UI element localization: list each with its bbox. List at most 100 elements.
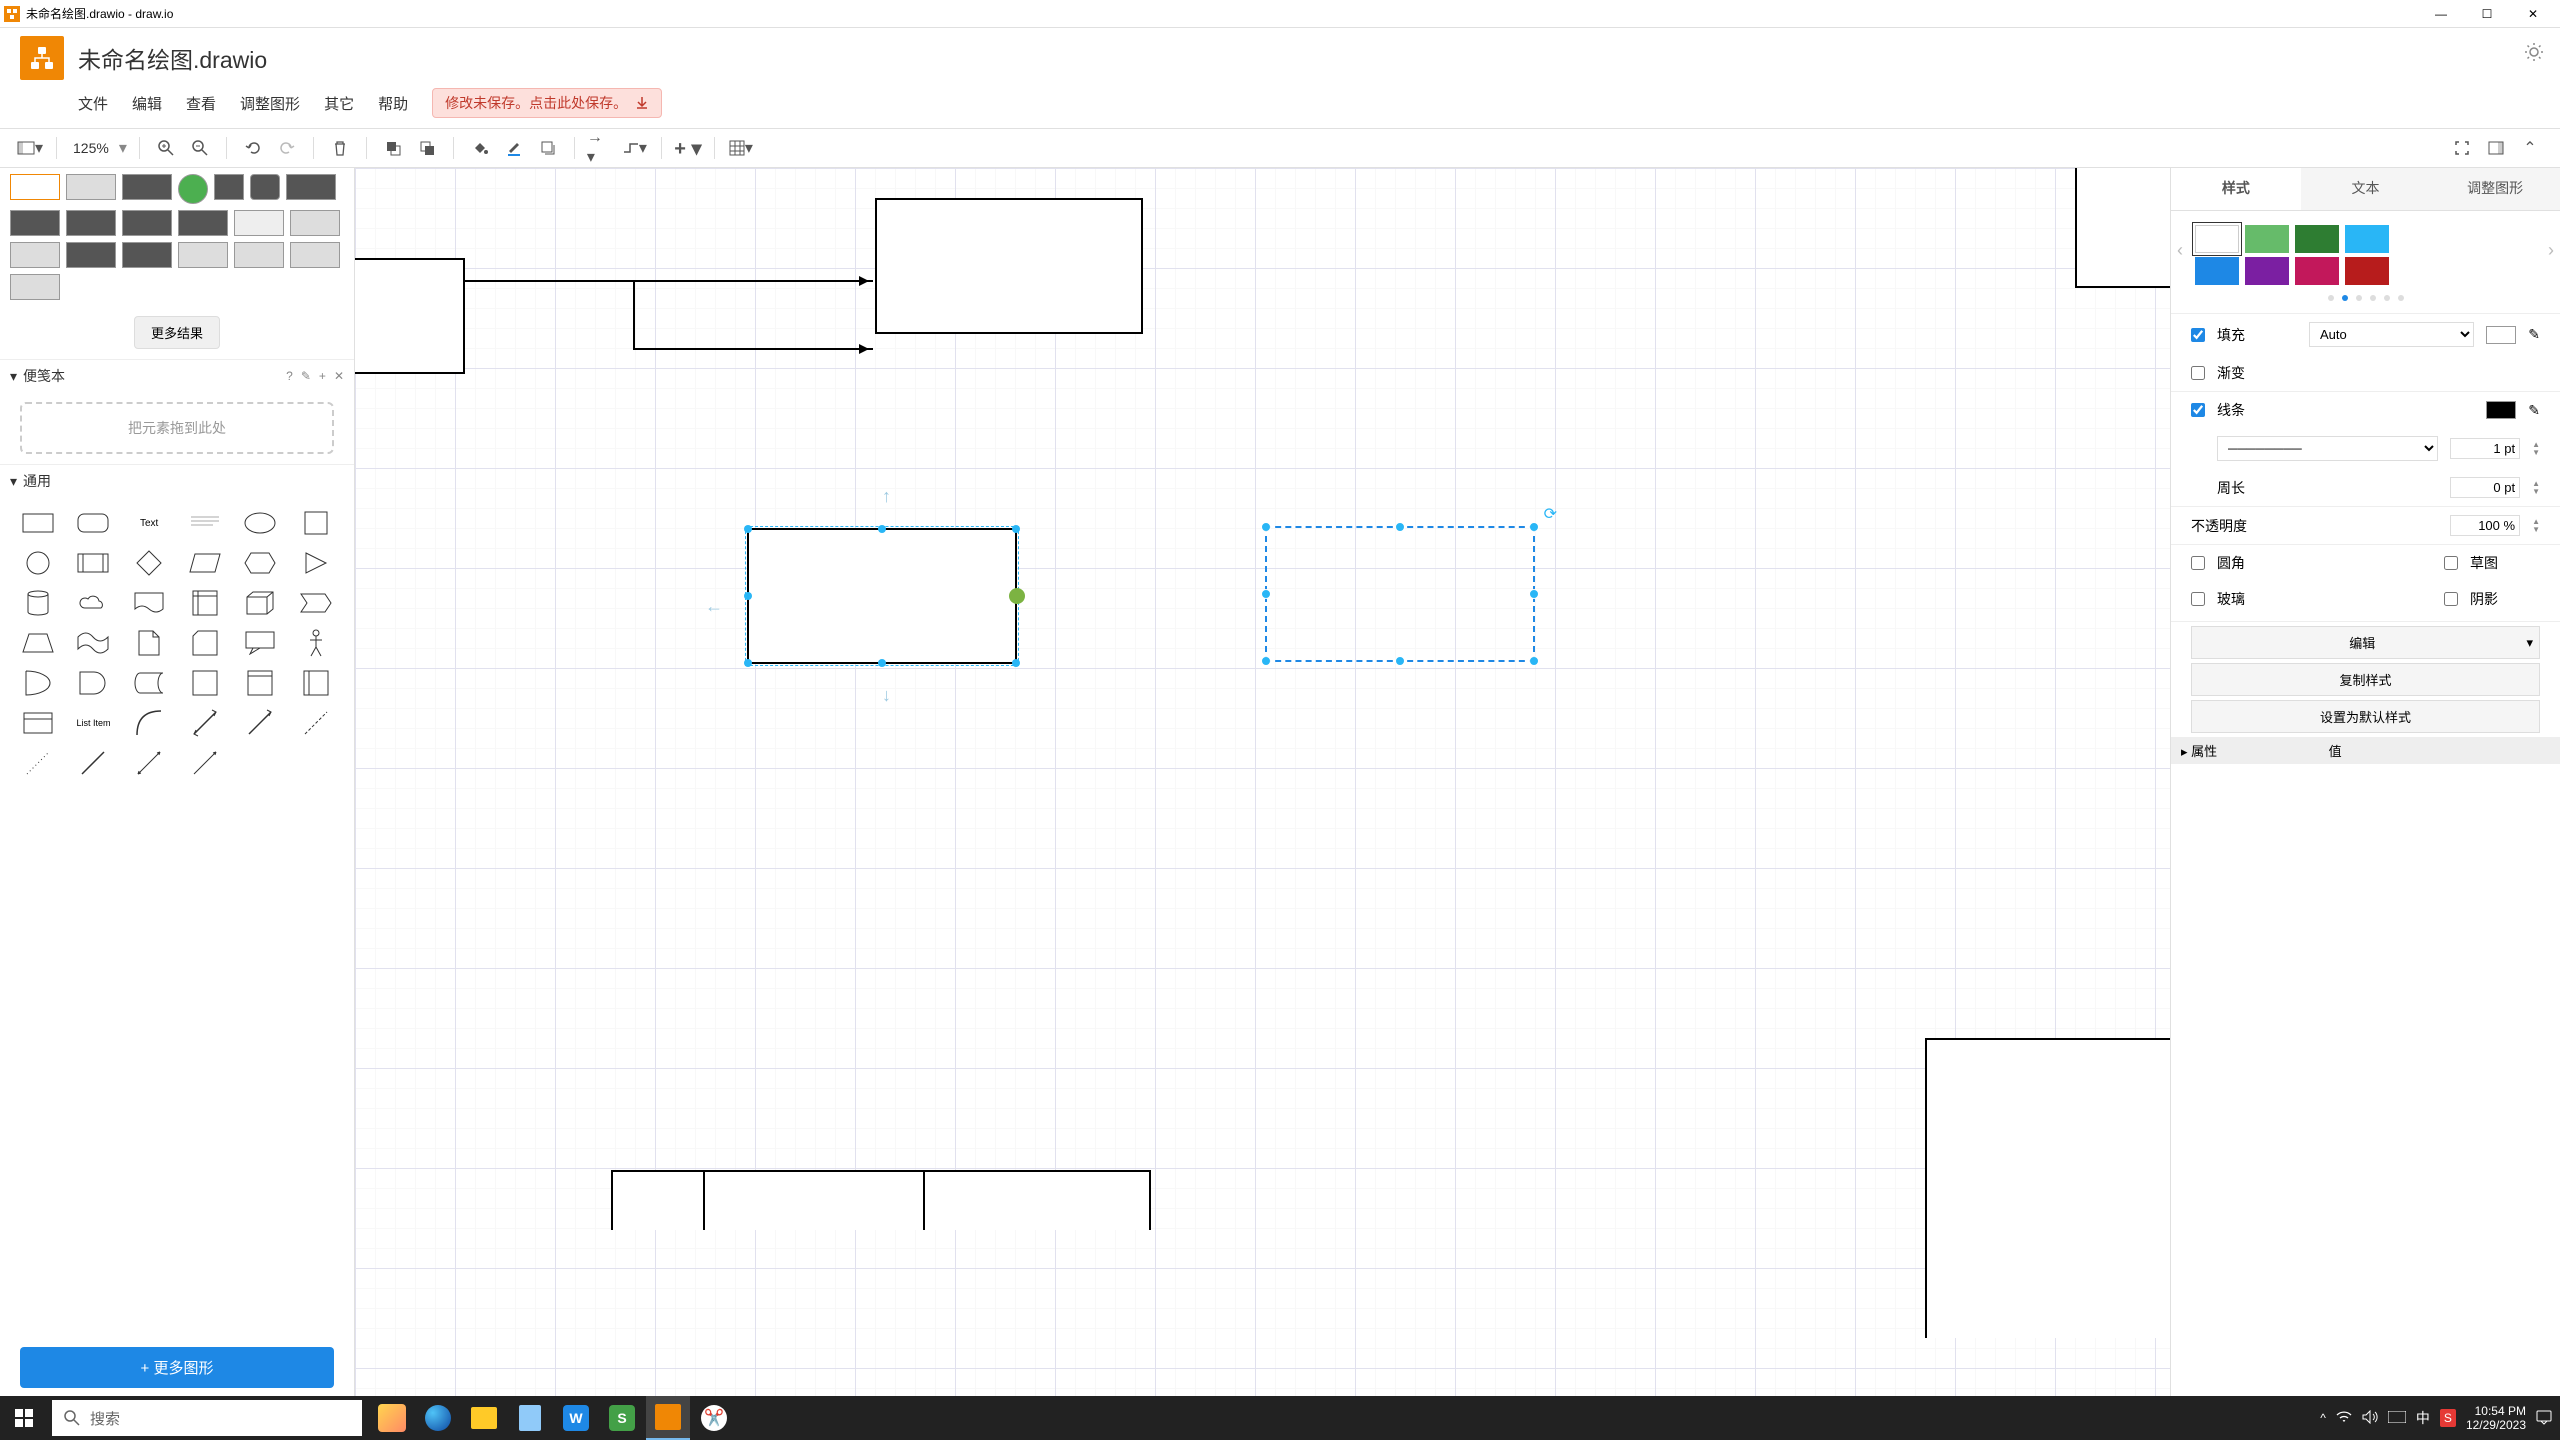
taskbar-search[interactable]: 搜索 bbox=[52, 1400, 362, 1436]
table-button[interactable]: ▾ bbox=[727, 134, 755, 162]
shape-dir-thin[interactable] bbox=[179, 745, 231, 781]
shadow-button[interactable] bbox=[534, 134, 562, 162]
color-swatch[interactable] bbox=[2345, 257, 2389, 285]
shape-thumb[interactable] bbox=[66, 174, 116, 200]
shape-callout[interactable] bbox=[235, 625, 287, 661]
shape-thumb[interactable] bbox=[122, 242, 172, 268]
delete-button[interactable] bbox=[326, 134, 354, 162]
scratchpad-header[interactable]: ▾便笺本 ? ✎ + ✕ bbox=[0, 359, 354, 392]
color-swatch[interactable] bbox=[2195, 225, 2239, 253]
zoom-value[interactable]: 125% bbox=[69, 140, 113, 156]
shape-thumb[interactable] bbox=[66, 210, 116, 236]
shape-parallelogram[interactable] bbox=[179, 545, 231, 581]
shape-dashed-line[interactable] bbox=[290, 705, 342, 741]
shape-hexagon[interactable] bbox=[235, 545, 287, 581]
tray-notifications-icon[interactable] bbox=[2536, 1409, 2552, 1428]
start-button[interactable] bbox=[0, 1396, 48, 1440]
menu-extras[interactable]: 其它 bbox=[324, 93, 354, 114]
shape-trapezoid[interactable] bbox=[12, 625, 64, 661]
stepper-down[interactable]: ▼ bbox=[2532, 449, 2540, 457]
tab-style[interactable]: 样式 bbox=[2171, 168, 2301, 210]
shape-thumb[interactable] bbox=[10, 274, 60, 300]
shape-circle[interactable] bbox=[12, 545, 64, 581]
undo-button[interactable] bbox=[239, 134, 267, 162]
shape-textbox[interactable] bbox=[179, 505, 231, 541]
set-default-button[interactable]: 设置为默认样式 bbox=[2191, 700, 2540, 733]
menu-edit[interactable]: 编辑 bbox=[132, 93, 162, 114]
tray-keyboard-icon[interactable] bbox=[2388, 1411, 2406, 1426]
canvas-shape-left[interactable] bbox=[355, 258, 465, 374]
tray-ime[interactable]: 中 bbox=[2416, 1408, 2430, 1428]
taskbar-clock[interactable]: 10:54 PM 12/29/2023 bbox=[2466, 1404, 2526, 1433]
shape-thumb[interactable] bbox=[286, 174, 336, 200]
properties-header[interactable]: ▸ 属性 值 bbox=[2171, 737, 2560, 764]
theme-toggle-icon[interactable] bbox=[2524, 42, 2544, 67]
minimize-button[interactable]: — bbox=[2418, 0, 2464, 28]
fill-checkbox[interactable] bbox=[2191, 328, 2205, 342]
menu-file[interactable]: 文件 bbox=[78, 93, 108, 114]
taskbar-wps-s[interactable]: S bbox=[600, 1396, 644, 1440]
rotate-handle-icon[interactable]: ⟳ bbox=[1544, 504, 1557, 524]
shape-cloud[interactable] bbox=[68, 585, 120, 621]
shape-note[interactable] bbox=[123, 625, 175, 661]
direction-arrow-left-icon[interactable]: ← bbox=[705, 596, 723, 617]
zoom-out-button[interactable] bbox=[186, 134, 214, 162]
to-front-button[interactable] bbox=[379, 134, 407, 162]
sketch-checkbox[interactable] bbox=[2444, 556, 2458, 570]
direction-arrow-up-icon[interactable]: ↑ bbox=[882, 486, 891, 507]
shape-cylinder[interactable] bbox=[12, 585, 64, 621]
shape-arrow[interactable] bbox=[235, 705, 287, 741]
canvas-connector-v[interactable] bbox=[633, 280, 635, 350]
shape-thumb[interactable] bbox=[178, 174, 208, 204]
connection-point[interactable] bbox=[1009, 588, 1025, 604]
shape-thumb[interactable] bbox=[234, 210, 284, 236]
shape-step[interactable] bbox=[290, 585, 342, 621]
shape-thumb[interactable] bbox=[10, 210, 60, 236]
shape-document[interactable] bbox=[123, 585, 175, 621]
fill-edit-icon[interactable]: ✎ bbox=[2528, 326, 2540, 343]
stepper-down[interactable]: ▼ bbox=[2532, 488, 2540, 496]
tray-volume-icon[interactable] bbox=[2362, 1410, 2378, 1427]
opacity-input[interactable] bbox=[2450, 515, 2520, 536]
more-results-button[interactable]: 更多结果 bbox=[134, 316, 220, 349]
taskbar-edge[interactable] bbox=[416, 1396, 460, 1440]
shape-rect[interactable] bbox=[12, 505, 64, 541]
canvas-shape-bottom[interactable] bbox=[611, 1170, 1151, 1230]
shape-thumb[interactable] bbox=[214, 174, 244, 200]
waypoint-button[interactable]: ▾ bbox=[621, 134, 649, 162]
copy-style-button[interactable]: 复制样式 bbox=[2191, 663, 2540, 696]
shape-list[interactable] bbox=[12, 705, 64, 741]
shape-and[interactable] bbox=[68, 665, 120, 701]
redo-button[interactable] bbox=[273, 134, 301, 162]
canvas-arrow-1[interactable] bbox=[465, 280, 873, 282]
canvas-shape-big[interactable] bbox=[1925, 1038, 2170, 1338]
tab-text[interactable]: 文本 bbox=[2301, 168, 2431, 210]
color-swatch[interactable] bbox=[2295, 225, 2339, 253]
shape-bidir-arrow[interactable] bbox=[179, 705, 231, 741]
shape-thumb[interactable] bbox=[250, 174, 280, 200]
direction-arrow-down-icon[interactable]: ↓ bbox=[882, 685, 891, 706]
close-button[interactable]: ✕ bbox=[2510, 0, 2556, 28]
stroke-edit-icon[interactable]: ✎ bbox=[2528, 402, 2540, 419]
help-icon[interactable]: ? bbox=[286, 369, 293, 383]
collapse-button[interactable]: ⌃ bbox=[2516, 134, 2544, 162]
shape-tape[interactable] bbox=[68, 625, 120, 661]
shape-actor[interactable] bbox=[290, 625, 342, 661]
insert-button[interactable]: + ▾ bbox=[674, 134, 702, 162]
shape-square[interactable] bbox=[290, 505, 342, 541]
menu-help[interactable]: 帮助 bbox=[378, 93, 408, 114]
shape-line[interactable] bbox=[68, 745, 120, 781]
canvas-shape-top-right[interactable] bbox=[2075, 168, 2170, 288]
close-icon[interactable]: ✕ bbox=[334, 369, 344, 383]
glass-checkbox[interactable] bbox=[2191, 592, 2205, 606]
zoom-in-button[interactable] bbox=[152, 134, 180, 162]
taskbar-wps[interactable]: W bbox=[554, 1396, 598, 1440]
perimeter-input[interactable] bbox=[2450, 477, 2520, 498]
tray-ime-s[interactable]: S bbox=[2440, 1409, 2456, 1427]
stepper-down[interactable]: ▼ bbox=[2532, 526, 2540, 534]
stroke-color-chip[interactable] bbox=[2486, 401, 2516, 419]
shape-thumb[interactable] bbox=[10, 174, 60, 200]
shape-text[interactable]: Text bbox=[123, 505, 175, 541]
shape-container2[interactable] bbox=[235, 665, 287, 701]
shape-cube[interactable] bbox=[235, 585, 287, 621]
